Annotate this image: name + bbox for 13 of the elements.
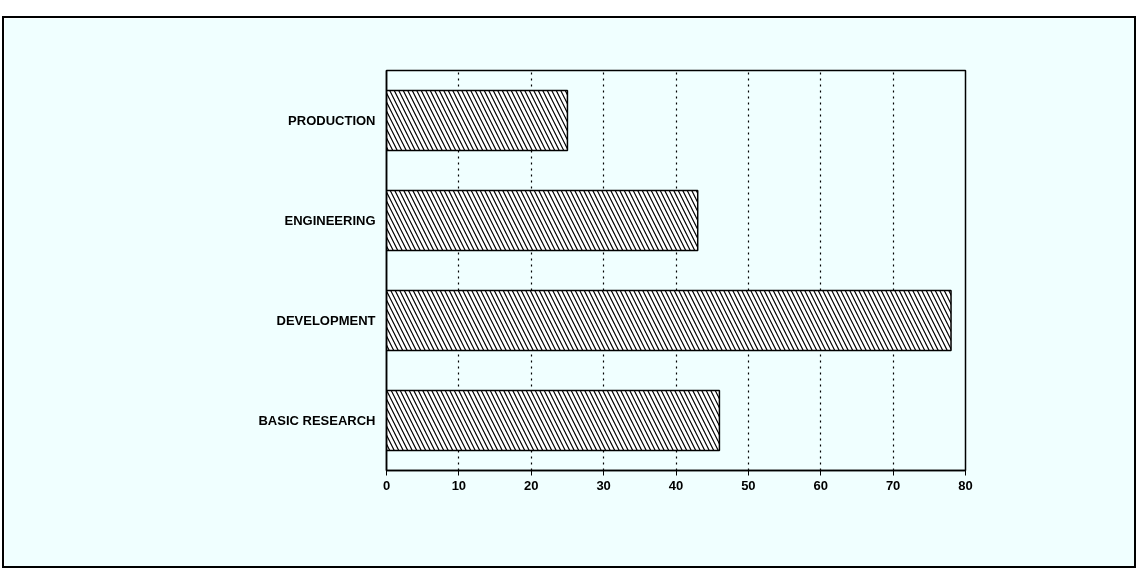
x-tick-label: 50 <box>741 477 756 493</box>
y-tick-label: ENGINEERING <box>284 213 376 228</box>
y-tick-label: DEVELOPMENT <box>276 313 376 328</box>
x-tick-label: 0 <box>382 477 391 493</box>
x-tick-label: 10 <box>451 477 467 493</box>
x-tick-label: 80 <box>958 477 973 493</box>
x-tick-label: 20 <box>524 477 539 493</box>
x-tick-label: 30 <box>596 477 611 493</box>
y-tick-label: PRODUCTION <box>288 113 376 128</box>
x-tick-label: 70 <box>885 477 901 493</box>
x-tick-label: 40 <box>668 477 684 493</box>
x-tick-label: 60 <box>813 477 828 493</box>
y-tick-label: BASIC RESEARCH <box>258 413 376 428</box>
